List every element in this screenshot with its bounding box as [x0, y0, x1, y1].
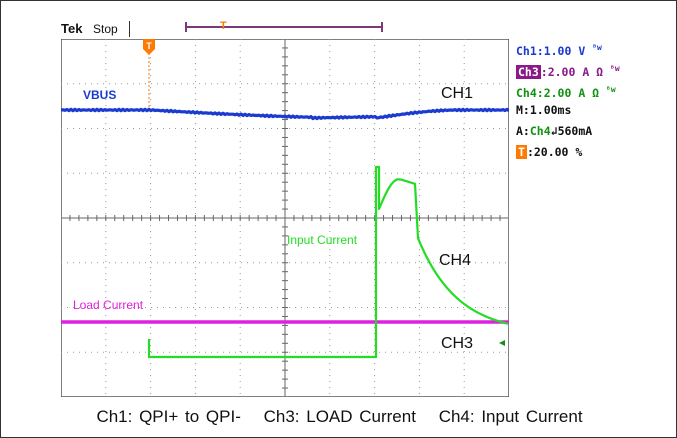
ch1-waveform [61, 107, 509, 121]
trigger-readout-prefix: A: [516, 124, 530, 138]
waveform-display: T VBUS CH1 Input Current CH4 Load Curren… [61, 39, 509, 397]
ch4-readout[interactable]: Ch4:2.00 A Ω ᴮw [516, 79, 676, 100]
record-bar-right-cap [381, 22, 383, 32]
ch1-readout-label: Ch1 [516, 43, 537, 58]
ch3-readout-label: Ch3 [516, 64, 541, 79]
record-bar-left-cap [185, 22, 187, 32]
falling-edge-icon: ↲ [550, 124, 558, 138]
ch4-readout-value: :2.00 A Ω [536, 85, 600, 100]
load-current-label: Load Current [73, 298, 144, 312]
ch4-waveform [147, 165, 509, 359]
trigger-readout[interactable]: A:Ch4↲560mA [516, 121, 676, 142]
ch4-label: CH4 [439, 252, 471, 269]
ch3-readout[interactable]: Ch3:2.00 A Ω ᴮw [516, 58, 676, 79]
vbus-label: VBUS [83, 88, 116, 102]
trigger-position-marker-icon [143, 39, 155, 55]
bandwidth-limit-icon: ᴮw [610, 64, 620, 73]
figure-caption: Ch1: QPI+ to QPI- Ch3: LOAD Current Ch4:… [1, 407, 677, 427]
ch3-label: CH3 [441, 335, 473, 352]
scope-status-bar: Tek Stop T [61, 20, 511, 39]
caption-ch1: Ch1: QPI+ to QPI- [96, 407, 241, 426]
trigger-position-readout[interactable]: T:20.00 % [516, 142, 676, 163]
ch1-readout[interactable]: Ch1:1.00 V ᴮw [516, 37, 676, 58]
record-trigger-marker-icon: T [220, 20, 227, 32]
ch1-readout-value: :1.00 V [536, 43, 586, 58]
caption-ch3: Ch3: LOAD Current [263, 407, 416, 426]
ch1-label: CH1 [441, 85, 473, 102]
record-length-bar: T [185, 20, 383, 32]
trigger-level-arrow-icon [499, 340, 505, 346]
input-current-label: Input Current [287, 233, 358, 247]
status-divider [129, 21, 130, 37]
trigger-position-value: :20.00 % [526, 145, 583, 159]
trigger-level: 560mA [557, 124, 593, 138]
channel-readouts: Ch1:1.00 V ᴮw Ch3:2.00 A Ω ᴮw Ch4:2.00 A… [516, 37, 676, 163]
caption-ch4: Ch4: Input Current [438, 407, 583, 426]
trigger-source: Ch4 [529, 124, 551, 138]
bandwidth-limit-icon: ᴮw [606, 85, 616, 94]
run-state[interactable]: Stop [93, 22, 118, 36]
ch3-readout-value: :2.00 A Ω [540, 64, 604, 79]
ch4-readout-label: Ch4 [516, 85, 537, 100]
graticule-center-ticks [61, 39, 509, 397]
trigger-position-marker-label: T [146, 41, 152, 51]
trigger-position-tag-icon: T [516, 145, 527, 159]
timebase-readout[interactable]: M:1.00ms [516, 103, 572, 117]
bandwidth-limit-icon: ᴮw [592, 43, 602, 52]
brand-logo: Tek [61, 21, 83, 36]
